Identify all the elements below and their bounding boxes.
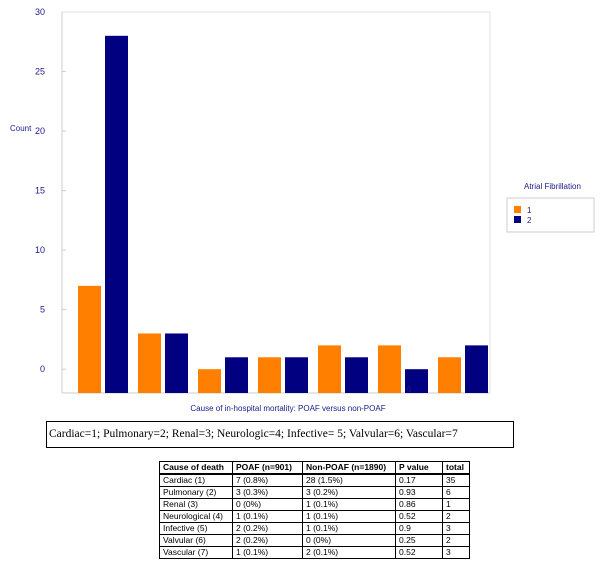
- table-cell: 0.93: [395, 486, 443, 499]
- bar-series-1-cat-5: [318, 345, 341, 393]
- header-cause: Cause of death: [159, 461, 233, 475]
- legend-swatch-1: [514, 206, 521, 213]
- table-row: Infective (5) 2 (0.2%) 1 (0.1%) 0.9 3: [159, 522, 470, 535]
- bar-series-1-cat-2: [138, 333, 161, 393]
- table-cell: Infective (5): [159, 522, 233, 535]
- table-row: Valvular (6) 2 (0.2%) 0 (0%) 0.25 2: [159, 534, 470, 547]
- table-cell: 28 (1.5%): [302, 473, 396, 487]
- table-row: Renal (3) 0 (0%) 1 (0.1%) 0.86 1: [159, 498, 470, 511]
- bar-series-1-cat-4: [258, 357, 281, 393]
- y-tick-label: 30: [35, 7, 45, 17]
- table-cell: 1 (0.1%): [302, 498, 396, 511]
- bar-series-2-cat-4: [285, 357, 308, 393]
- bar-series-1-cat-3: [198, 369, 221, 393]
- table-cell: Neurological (4): [159, 510, 233, 523]
- data-label: 6: [407, 385, 412, 394]
- table-cell: 0.17: [395, 473, 443, 487]
- table-header-row: Cause of death POAF (n=901) Non-POAF (n=…: [159, 461, 470, 475]
- table-cell: 1 (0.1%): [232, 510, 303, 523]
- annotations: 6: [407, 385, 412, 394]
- table-cell: 1 (0.1%): [302, 510, 396, 523]
- bar-series-1-cat-6: [378, 345, 401, 393]
- y-tick-label: 25: [35, 67, 45, 77]
- x-axis-title: Cause of in-hospital mortality: POAF ver…: [190, 404, 385, 413]
- table-cell: 0.52: [395, 510, 443, 523]
- table-cell: 1: [442, 498, 470, 511]
- table-cell: 3: [442, 546, 470, 559]
- y-tick-label: 10: [35, 245, 45, 255]
- table-cell: 1 (0.1%): [302, 522, 396, 535]
- table-cell: Vascular (7): [159, 546, 233, 559]
- legend-label-1: 1: [527, 206, 532, 215]
- table-cell: Pulmonary (2): [159, 486, 233, 499]
- bar-series-1-cat-7: [438, 357, 461, 393]
- table-cell: 0.52: [395, 546, 443, 559]
- header-non-poaf: Non-POAF (n=1890): [302, 461, 396, 475]
- table-cell: 1 (0.1%): [232, 546, 303, 559]
- bar-series-2-cat-5: [345, 357, 368, 393]
- table-cell: Cardiac (1): [159, 473, 233, 487]
- table-row: Pulmonary (2) 3 (0.3%) 3 (0.2%) 0.93 6: [159, 486, 470, 499]
- y-tick-label: 5: [40, 305, 45, 315]
- table-cell: 0 (0%): [232, 498, 303, 511]
- table-cell: 6: [442, 486, 470, 499]
- header-poaf: POAF (n=901): [232, 461, 303, 475]
- bar-series-2-cat-6: [405, 369, 428, 393]
- table-cell: 2: [442, 534, 470, 547]
- legend-swatch-2: [514, 216, 521, 223]
- bars: [78, 35, 488, 393]
- bar-series-2-cat-3: [225, 357, 248, 393]
- header-p-value: P value: [395, 461, 443, 475]
- table-row: Cardiac (1) 7 (0.8%) 28 (1.5%) 0.17 35: [159, 473, 470, 487]
- table-cell: 2: [442, 510, 470, 523]
- table-cell: Valvular (6): [159, 534, 233, 547]
- table-cell: 2 (0.2%): [232, 522, 303, 535]
- legend-label-2: 2: [527, 216, 532, 225]
- table-cell: 7 (0.8%): [232, 473, 303, 487]
- table-cell: 3 (0.3%): [232, 486, 303, 499]
- y-tick-labels: 0 5 10 15 20 25 30: [35, 7, 45, 374]
- mortality-table: Cause of death POAF (n=901) Non-POAF (n=…: [159, 461, 470, 559]
- bar-chart: 0 5 10 15 20 25 30 6 Count Cause of in-hospita…: [10, 7, 595, 413]
- y-axis-title: Count: [10, 124, 32, 133]
- table-cell: 0 (0%): [302, 534, 396, 547]
- header-total: total: [442, 461, 470, 475]
- table-cell: 2 (0.2%): [232, 534, 303, 547]
- table-cell: 3 (0.2%): [302, 486, 396, 499]
- table-cell: 0.9: [395, 522, 443, 535]
- y-tick-label: 20: [35, 126, 45, 136]
- bar-series-1-cat-1: [78, 285, 101, 393]
- y-gridlines: [62, 11, 66, 370]
- legend-title: Atrial Fibrillation: [524, 182, 581, 191]
- bar-series-2-cat-2: [165, 333, 188, 393]
- table-cell: 35: [442, 473, 470, 487]
- legend-box: [506, 197, 595, 233]
- table-cell: Renal (3): [159, 498, 233, 511]
- y-tick-label: 15: [35, 186, 45, 196]
- table-cell: 0.25: [395, 534, 443, 547]
- table-cell: 0.86: [395, 498, 443, 511]
- y-tick-label: 0: [40, 364, 45, 374]
- table-row: Vascular (7) 1 (0.1%) 2 (0.1%) 0.52 3: [159, 546, 470, 559]
- bar-series-2-cat-7: [465, 345, 488, 393]
- table-row: Neurological (4) 1 (0.1%) 1 (0.1%) 0.52 2: [159, 510, 470, 523]
- bar-series-2-cat-1: [105, 35, 128, 393]
- table-cell: 2 (0.1%): [302, 546, 396, 559]
- category-key: Cardiac=1; Pulmonary=2; Renal=3; Neurolo…: [46, 421, 514, 448]
- table-cell: 3: [442, 522, 470, 535]
